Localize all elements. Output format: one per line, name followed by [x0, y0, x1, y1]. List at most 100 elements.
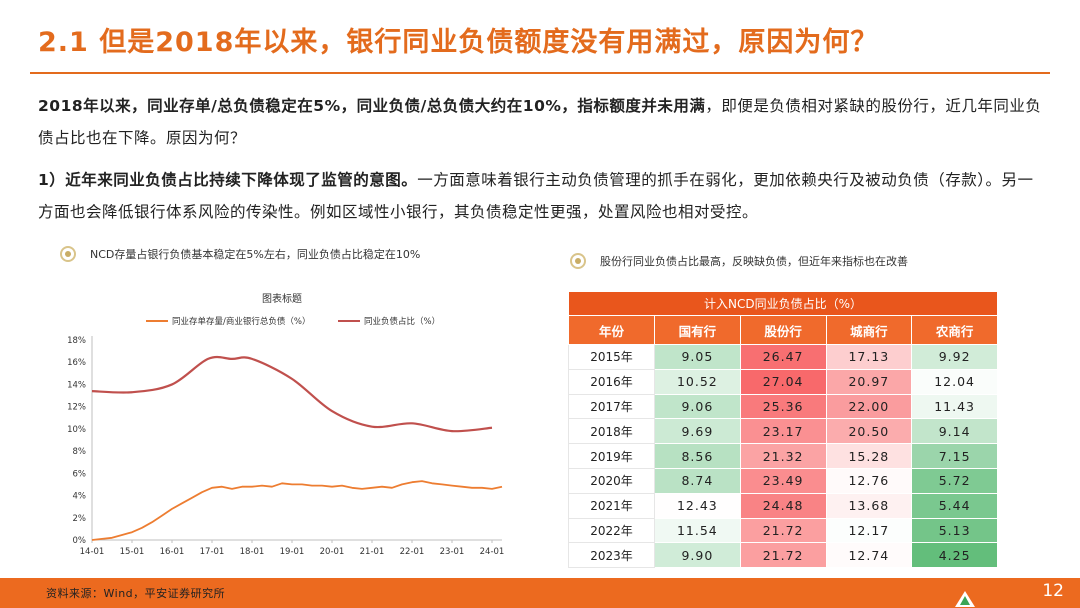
year-cell: 2021年: [568, 492, 655, 519]
table-title: 计入NCD同业负债占比（%）: [568, 291, 998, 316]
legend-label: 同业负债占比（%）: [364, 316, 440, 327]
value-cell: 10.52: [654, 368, 741, 395]
value-cell: 7.15: [911, 443, 998, 469]
right-caption-text: 股份行同业负债占比最高，反映缺负债，但近年来指标也在改善: [600, 255, 908, 268]
value-cell: 9.92: [911, 344, 998, 370]
value-cell: 9.69: [654, 418, 741, 445]
table-row: 2018年 9.69 23.17 20.50 9.14: [568, 418, 998, 445]
value-cell: 8.74: [654, 467, 741, 494]
y-tick-label: 14%: [67, 380, 86, 390]
year-cell: 2020年: [568, 467, 655, 494]
series-line-1: [91, 480, 503, 541]
value-cell: 22.00: [825, 393, 913, 420]
value-cell: 9.90: [654, 542, 741, 569]
value-cell: 17.13: [825, 344, 913, 370]
footer-source: 资料来源：Wind，平安证券研究所: [46, 587, 226, 600]
value-cell: 15.28: [825, 443, 913, 469]
paragraph-1: 2018年以来，同业存单/总负债稳定在5%，同业负债/总负债大约在10%，指标额…: [38, 90, 1048, 154]
y-tick-label: 18%: [67, 336, 86, 346]
x-tick-label: 23-01: [440, 547, 465, 557]
value-cell: 12.43: [654, 492, 741, 519]
line-chart: 图表标题同业存单存量/商业银行总负债（%） 同业负债占比（%） 0% 2% 4% 6% 8%…: [40, 292, 520, 562]
bullet-icon: [570, 253, 586, 269]
chart-title: 图表标题: [262, 292, 302, 305]
value-cell: 24.48: [739, 492, 827, 519]
value-cell: 21.72: [739, 517, 827, 544]
value-cell: 9.14: [911, 418, 998, 445]
paragraph-2-rest: 一方面意味着银行主动负债管理的抓手在弱化，更加依赖央行及被动负债（存款）。另一方…: [38, 171, 1034, 221]
page-number: 12: [1042, 581, 1064, 601]
footer-bar: 资料来源：Wind，平安证券研究所 12: [0, 578, 1080, 608]
slide-title: 2.1 但是2018年以来，银行同业负债额度没有用满过，原因为何？: [38, 27, 879, 58]
value-cell: 9.05: [654, 344, 741, 370]
x-tick-label: 21-01: [360, 547, 385, 557]
value-cell: 8.56: [654, 443, 741, 469]
value-cell: 4.25: [911, 542, 998, 569]
value-cell: 11.54: [654, 517, 741, 544]
value-cell: 5.13: [911, 517, 998, 544]
year-cell: 2022年: [568, 517, 655, 544]
value-cell: 26.47: [739, 344, 827, 370]
table-header-cell: 国有行: [654, 315, 741, 345]
series-line-2: [91, 355, 493, 433]
value-cell: 5.72: [911, 467, 998, 494]
value-cell: 13.68: [825, 492, 913, 519]
x-tick-label: 15-01: [120, 547, 145, 557]
table-row: 2020年 8.74 23.49 12.76 5.72: [568, 467, 998, 494]
x-tick-label: 20-01: [320, 547, 345, 557]
value-cell: 5.44: [911, 492, 998, 519]
x-tick-label: 22-01: [400, 547, 425, 557]
value-cell: 23.17: [739, 418, 827, 445]
table-row: 2019年 8.56 21.32 15.28 7.15: [568, 443, 998, 469]
x-tick-label: 18-01: [240, 547, 265, 557]
value-cell: 12.17: [825, 517, 913, 544]
table-header-cell: 股份行: [739, 315, 827, 345]
table-row: 2017年 9.06 25.36 22.00 11.43: [568, 393, 998, 420]
logo-icon: [955, 591, 975, 607]
left-caption-text: NCD存量占银行负债基本稳定在5%左右，同业负债占比稳定在10%: [90, 248, 421, 261]
y-tick-label: 2%: [73, 514, 87, 524]
y-tick-label: 4%: [73, 492, 87, 502]
year-cell: 2019年: [568, 443, 655, 469]
title-divider: [30, 72, 1050, 74]
y-tick-label: 6%: [73, 469, 87, 479]
paragraph-2: 1）近年来同业负债占比持续下降体现了监管的意图。一方面意味着银行主动负债管理的抓…: [38, 164, 1048, 228]
x-tick-label: 14-01: [80, 547, 105, 557]
table-row: 2022年 11.54 21.72 12.17 5.13: [568, 517, 998, 544]
legend-label: 同业存单存量/商业银行总负债（%）: [172, 316, 310, 327]
right-table-caption: 股份行同业负债占比最高，反映缺负债，但近年来指标也在改善: [570, 253, 908, 269]
value-cell: 27.04: [739, 368, 827, 395]
value-cell: 12.76: [825, 467, 913, 494]
x-tick-label: 16-01: [160, 547, 185, 557]
value-cell: 9.06: [654, 393, 741, 420]
left-chart-caption: NCD存量占银行负债基本稳定在5%左右，同业负债占比稳定在10%: [60, 246, 420, 262]
ncd-liability-table: 计入NCD同业负债占比（%） 年份 国有行 股份行 城商行 农商行 2015年 9.05 2…: [568, 291, 998, 569]
value-cell: 11.43: [911, 393, 998, 420]
table-body: 2015年 9.05 26.47 17.13 9.92 2016年 10.52 27.04 20…: [568, 344, 998, 569]
value-cell: 20.97: [825, 368, 913, 395]
value-cell: 21.72: [739, 542, 827, 569]
year-cell: 2023年: [568, 542, 655, 569]
table-header-row: 年份 国有行 股份行 城商行 农商行: [568, 315, 998, 345]
y-tick-label: 10%: [67, 425, 86, 435]
y-tick-label: 16%: [67, 358, 86, 368]
y-tick-label: 0%: [73, 536, 87, 546]
paragraph-1-bold: 2018年以来，同业存单/总负债稳定在5%，同业负债/总负债大约在10%，指标额…: [38, 97, 706, 115]
value-cell: 25.36: [739, 393, 827, 420]
table-row: 2015年 9.05 26.47 17.13 9.92: [568, 344, 998, 370]
x-tick-label: 19-01: [280, 547, 305, 557]
table-header-cell: 城商行: [825, 315, 913, 345]
y-tick-label: 8%: [73, 447, 87, 457]
table-row: 2016年 10.52 27.04 20.97 12.04: [568, 368, 998, 395]
table-row: 2023年 9.90 21.72 12.74 4.25: [568, 542, 998, 569]
year-cell: 2016年: [568, 368, 655, 395]
paragraph-1-rest: ，即便是负债相对紧缺的股份行，近几年同业负债占比也在下降。原因为何？: [38, 97, 1042, 147]
value-cell: 12.04: [911, 368, 998, 395]
x-tick-label: 24-01: [480, 547, 505, 557]
x-tick-label: 17-01: [200, 547, 225, 557]
table-row: 2021年 12.43 24.48 13.68 5.44: [568, 492, 998, 519]
value-cell: 12.74: [825, 542, 913, 569]
year-cell: 2015年: [568, 344, 655, 370]
table-header-cell: 农商行: [911, 315, 998, 345]
